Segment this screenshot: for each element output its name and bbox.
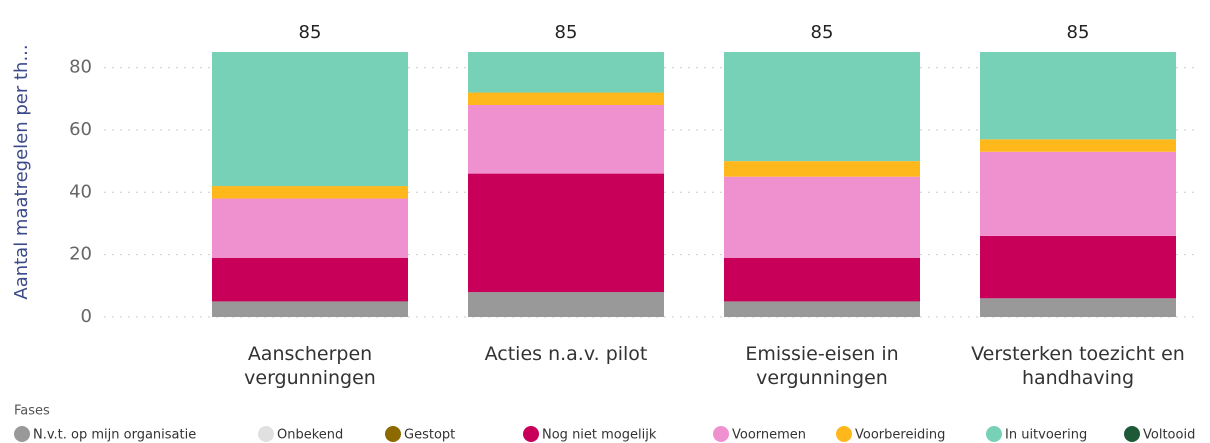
legend-label: Gestopt bbox=[404, 428, 455, 443]
legend-label: In uitvoering bbox=[1005, 428, 1087, 443]
legend-label: Voltooid bbox=[1143, 428, 1195, 443]
x-tick-label: Acties n.a.v. pilot bbox=[484, 343, 648, 365]
bar-segment bbox=[468, 92, 664, 105]
legend-label: Onbekend bbox=[277, 428, 343, 443]
y-tick-label: 20 bbox=[69, 244, 92, 265]
total-label: 85 bbox=[1067, 22, 1090, 43]
legend-title: Fases bbox=[14, 404, 50, 419]
legend-label: Voornemen bbox=[732, 428, 806, 443]
y-tick-label: 40 bbox=[69, 181, 92, 202]
total-label: 85 bbox=[299, 22, 322, 43]
x-tick-label: Aanscherpen vergunningen bbox=[244, 343, 376, 389]
total-label: 85 bbox=[811, 22, 834, 43]
legend-label: Nog niet mogelijk bbox=[542, 428, 657, 443]
bar-segment bbox=[468, 292, 664, 317]
bar-segment bbox=[980, 52, 1176, 140]
bar-segment bbox=[468, 173, 664, 293]
bar-segment bbox=[980, 298, 1176, 317]
bar-segment bbox=[212, 301, 408, 317]
legend-swatch bbox=[713, 426, 729, 442]
bar-segment bbox=[212, 198, 408, 258]
y-tick-label: 80 bbox=[69, 57, 92, 78]
legend-label: Voorbereiding bbox=[855, 428, 945, 443]
y-tick-label: 60 bbox=[69, 119, 92, 140]
bar-segment bbox=[212, 257, 408, 302]
bar-segment bbox=[724, 52, 920, 162]
x-tick-label: Versterken toezicht en handhaving bbox=[971, 343, 1185, 389]
bar-segment bbox=[980, 235, 1176, 299]
bar-segment bbox=[724, 161, 920, 177]
y-tick-label: 0 bbox=[81, 306, 92, 327]
bar-segment bbox=[980, 151, 1176, 236]
bar-segment bbox=[724, 176, 920, 258]
legend-swatch bbox=[1124, 426, 1140, 442]
legend-swatch bbox=[523, 426, 539, 442]
legend-label: N.v.t. op mijn organisatie bbox=[33, 428, 196, 443]
total-label: 85 bbox=[555, 22, 578, 43]
bar-segment bbox=[468, 52, 664, 93]
legend-swatch bbox=[385, 426, 401, 442]
bar-segment bbox=[468, 105, 664, 174]
x-tick-label: Emissie-eisen in vergunningen bbox=[745, 343, 899, 389]
legend-swatch bbox=[836, 426, 852, 442]
legend-swatch bbox=[986, 426, 1002, 442]
bar-segment bbox=[724, 301, 920, 317]
legend-swatch bbox=[14, 426, 30, 442]
legend-swatch bbox=[258, 426, 274, 442]
bar-segment bbox=[724, 257, 920, 302]
bar-segment bbox=[980, 139, 1176, 152]
bar-segment bbox=[212, 186, 408, 199]
y-axis-label: Aantal maatregelen per th... bbox=[11, 44, 32, 299]
bar-segment bbox=[212, 52, 408, 187]
